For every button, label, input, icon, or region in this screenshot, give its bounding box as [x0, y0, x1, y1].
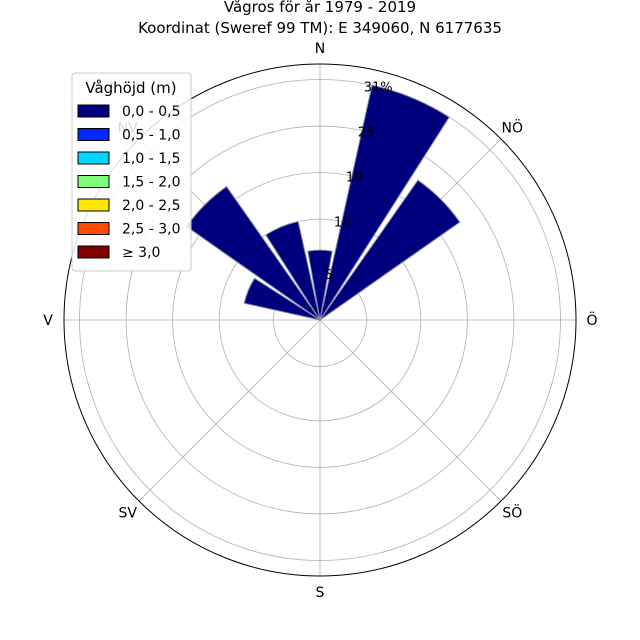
- direction-label: NÖ: [502, 119, 524, 137]
- sector-bar: [307, 249, 333, 321]
- direction-label: SV: [118, 505, 137, 521]
- legend-title: Våghöjd (m): [85, 79, 176, 97]
- legend-label: 1,5 - 2,0: [122, 175, 180, 191]
- legend-label: 0,0 - 0,5: [122, 104, 180, 120]
- direction-label: Ö: [586, 311, 597, 329]
- legend-swatch: [77, 222, 110, 235]
- radial-tick-label: 6: [324, 268, 332, 283]
- sector-bar: [265, 220, 321, 321]
- legend-swatch: [77, 128, 110, 141]
- grid-spoke: [319, 319, 502, 502]
- radial-tick-label: 13: [334, 216, 351, 231]
- legend-box: [71, 72, 192, 272]
- sector-bar: [243, 277, 321, 321]
- radial-tick-label: 25: [358, 126, 375, 141]
- legend-label: 1,0 - 1,5: [122, 151, 180, 167]
- outer-ring: [63, 63, 577, 577]
- radial-tick-labels: 6 13 19 25 31%: [324, 81, 393, 283]
- legend-label: 0,5 - 1,0: [122, 128, 180, 144]
- legend-swatch: [77, 198, 110, 212]
- legend-items: 0,0 - 0,5 0,5 - 1,0 1,0 - 1,5 1,5 - 2,0 2,0 …: [77, 104, 180, 261]
- legend-swatch: [77, 151, 110, 165]
- direction-label: S: [316, 585, 325, 601]
- radial-tick-label: 31%: [364, 81, 393, 96]
- legend-swatch: [77, 245, 110, 259]
- radial-tick-label: 19: [346, 171, 363, 186]
- legend-swatch: [77, 104, 110, 118]
- legend-swatch: [77, 175, 110, 188]
- direction-label: V: [43, 313, 53, 329]
- sectors: [185, 84, 461, 321]
- legend-label: 2,0 - 2,5: [122, 198, 180, 214]
- chart-subtitle: Koordinat (Sweref 99 TM): E 349060, N 61…: [138, 19, 502, 37]
- direction-label: N: [315, 41, 325, 57]
- legend-label: ≥ 3,0: [122, 245, 160, 261]
- grid-spoke: [138, 319, 321, 502]
- sector-bar: [319, 179, 461, 321]
- sector-bar: [319, 84, 450, 321]
- legend: Våghöjd (m) 0,0 - 0,5 0,5 - 1,0 1,0 - 1,5 1…: [71, 72, 192, 272]
- legend-label: 2,5 - 3,0: [122, 222, 180, 238]
- direction-label: SÖ: [502, 503, 522, 521]
- chart-title: Vågros för år 1979 - 2019: [224, 0, 416, 16]
